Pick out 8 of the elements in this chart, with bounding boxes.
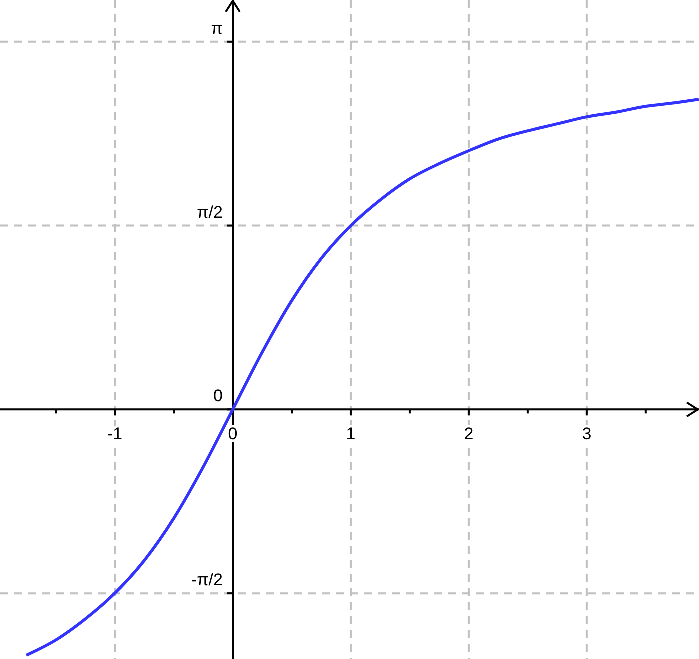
x-tick-label: 1 xyxy=(346,424,356,444)
x-tick-label: 3 xyxy=(582,424,592,444)
y-tick-label: π/2 xyxy=(197,202,223,222)
y-tick-label: π xyxy=(211,18,223,38)
y-tick-label: -π/2 xyxy=(191,570,223,590)
y-tick-label: 0 xyxy=(214,386,223,406)
x-tick-label: 2 xyxy=(464,424,474,444)
x-tick-label: -1 xyxy=(107,424,123,444)
